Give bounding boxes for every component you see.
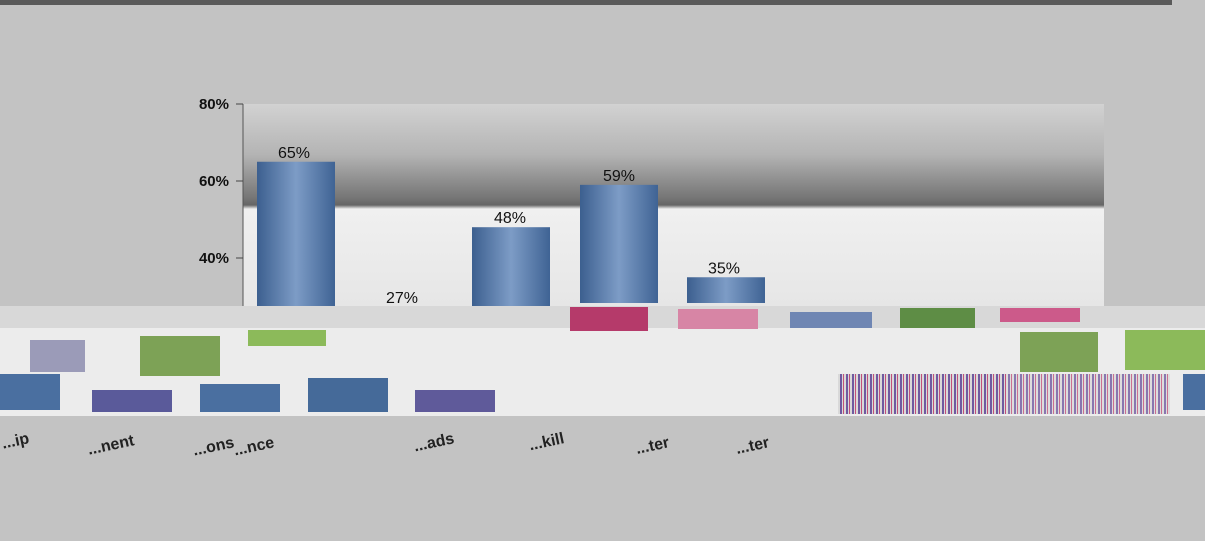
plot-area — [242, 104, 1104, 306]
glitch-block — [678, 309, 758, 329]
y-axis-ticks: 80% 60% 40% — [199, 96, 243, 267]
data-label: 48% — [494, 210, 526, 227]
data-label: 65% — [278, 145, 310, 162]
data-label: 27% — [386, 290, 418, 307]
glitch-block — [200, 384, 280, 412]
glitch-stripes — [1006, 374, 1170, 414]
y-tick-label: 40% — [199, 250, 229, 267]
bar — [580, 184, 658, 303]
glitch-block — [1020, 332, 1098, 372]
category-label: ...ter — [634, 434, 671, 458]
glitch-block — [1125, 330, 1205, 370]
glitch-stripes — [838, 374, 1006, 414]
glitch-block — [1000, 308, 1080, 322]
category-label: ...ip — [0, 430, 31, 452]
glitch-block — [0, 374, 60, 410]
data-label: 59% — [603, 168, 635, 185]
category-label: ...ter — [734, 434, 771, 458]
glitch-block — [140, 336, 220, 376]
y-tick-label: 80% — [199, 96, 229, 113]
glitch-block — [30, 340, 85, 372]
bars — [257, 161, 816, 412]
glitch-block — [1183, 374, 1205, 410]
glitch-block — [790, 312, 872, 328]
bar — [472, 227, 550, 306]
glitch-block — [248, 330, 326, 346]
data-label: 35% — [708, 260, 740, 277]
glitch-block — [308, 378, 388, 412]
top-border — [0, 0, 1172, 5]
y-tick-label: 60% — [199, 173, 229, 190]
glitch-block — [570, 307, 648, 331]
bar — [257, 161, 335, 306]
plot-background — [243, 104, 1104, 306]
bar — [687, 277, 765, 303]
glitch-block — [92, 390, 172, 412]
glitch-block — [415, 390, 495, 412]
glitch-block — [900, 308, 975, 328]
glitched-region — [0, 306, 1205, 541]
label-area — [0, 416, 1205, 541]
